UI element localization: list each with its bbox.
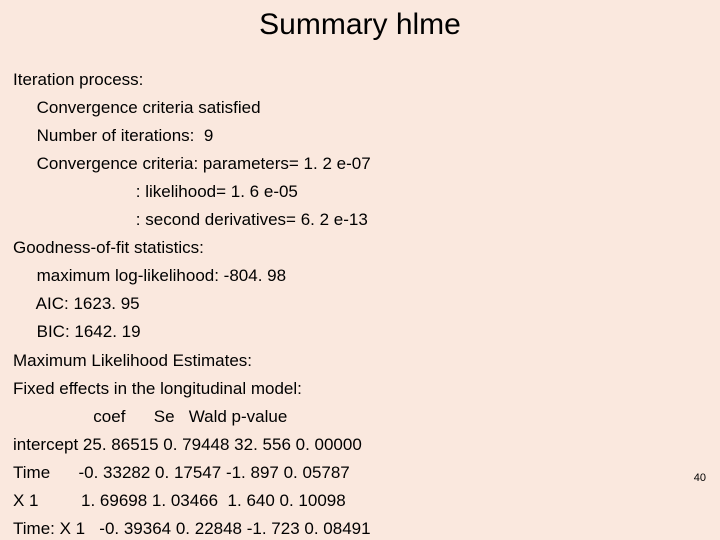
slide-page: Summary hlme Iteration process: Converge…	[0, 0, 720, 540]
line-conv-secondderiv: : second derivatives= 6. 2 e-13	[13, 210, 368, 229]
line-table-header: coef Se Wald p-value	[13, 407, 287, 426]
line-max-loglik: maximum log-likelihood: -804. 98	[13, 266, 286, 285]
line-time-row: Time -0. 33282 0. 17547 -1. 897 0. 05787	[13, 463, 350, 482]
line-num-iterations: Number of iterations: 9	[13, 126, 213, 145]
line-mle-header: Maximum Likelihood Estimates:	[13, 351, 252, 370]
line-gof-header: Goodness-of-fit statistics:	[13, 238, 204, 257]
line-intercept-row: intercept 25. 86515 0. 79448 32. 556 0. …	[13, 435, 362, 454]
line-aic: AIC: 1623. 95	[13, 294, 140, 313]
page-number: 40	[694, 472, 706, 484]
line-x1-row: X 1 1. 69698 1. 03466 1. 640 0. 10098	[13, 491, 346, 510]
line-iteration-process: Iteration process:	[13, 70, 143, 89]
body-text-block: Iteration process: Convergence criteria …	[13, 38, 371, 540]
page-title: Summary hlme	[0, 8, 720, 42]
line-timex1-row: Time: X 1 -0. 39364 0. 22848 -1. 723 0. …	[13, 519, 371, 538]
line-fixed-effects-header: Fixed effects in the longitudinal model:	[13, 379, 302, 398]
line-bic: BIC: 1642. 19	[13, 322, 141, 341]
line-conv-params: Convergence criteria: parameters= 1. 2 e…	[13, 154, 371, 173]
line-conv-satisfied: Convergence criteria satisfied	[13, 98, 261, 117]
line-conv-likelihood: : likelihood= 1. 6 e-05	[13, 182, 298, 201]
